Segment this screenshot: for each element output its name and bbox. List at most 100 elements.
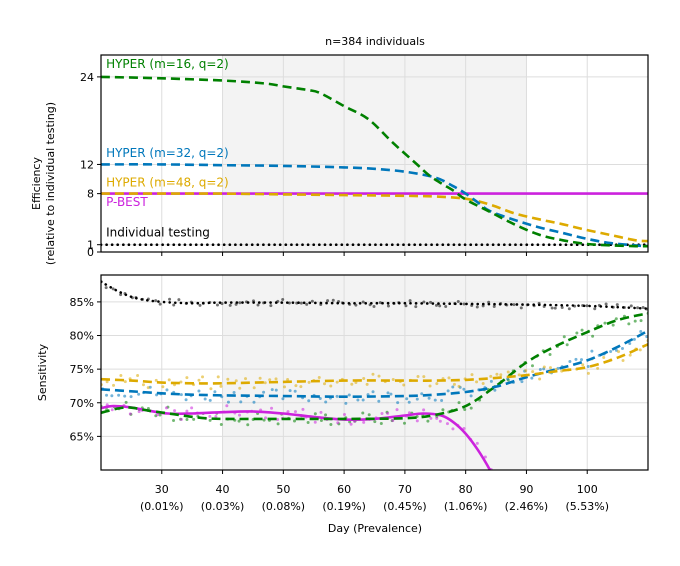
sensitivity-point-pbest <box>475 441 479 445</box>
sensitivity-point-hyper32 <box>407 400 411 404</box>
sensitivity-point-individual <box>553 306 557 310</box>
sensitivity-point-pbest <box>276 417 280 421</box>
shaded-region <box>222 275 527 470</box>
sensitivity-point-hyper32 <box>281 397 285 401</box>
y-tick-label: 0 <box>87 246 94 259</box>
sensitivity-point-hyper32 <box>117 393 121 397</box>
sensitivity-point-hyper32 <box>645 335 648 339</box>
y-tick-label: 24 <box>80 71 94 84</box>
sensitivity-point-individual <box>104 286 108 290</box>
sensitivity-point-pbest <box>155 413 159 417</box>
sensitivity-point-hyper48 <box>391 378 395 382</box>
sensitivity-point-hyper48 <box>216 375 220 379</box>
sensitivity-point-individual <box>408 299 412 303</box>
sensitivity-point-hyper48 <box>209 387 213 391</box>
sensitivity-point-hyper16 <box>548 353 552 357</box>
sensitivity-point-individual <box>154 299 158 303</box>
sensitivity-point-individual <box>560 306 564 310</box>
sensitivity-point-hyper16 <box>633 319 637 323</box>
sensitivity-point-pbest <box>286 410 290 414</box>
sensitivity-point-hyper16 <box>293 419 297 423</box>
sensitivity-point-hyper16 <box>469 406 473 410</box>
efficiency-panel: 01 8 12 24 Efficiency (relative to individual… <box>30 54 649 265</box>
sensitivity-point-hyper16 <box>639 319 643 323</box>
y-axis-sublabel: (relative to individual testing) <box>44 102 57 265</box>
x-tick-sublabel: (0.03%) <box>201 500 245 513</box>
sensitivity-point-hyper48 <box>596 366 600 370</box>
series-annotation-hyper32: HYPER (m=32, q=2) <box>106 146 229 160</box>
sensitivity-point-hyper48 <box>197 378 201 382</box>
sensitivity-point-hyper32 <box>609 350 613 354</box>
sensitivity-point-pbest <box>483 455 487 459</box>
sensitivity-point-hyper48 <box>252 386 256 390</box>
sensitivity-point-individual <box>111 287 115 291</box>
sensitivity-point-hyper48 <box>542 365 546 369</box>
sensitivity-point-hyper32 <box>427 396 431 400</box>
sensitivity-point-hyper48 <box>141 383 145 387</box>
sensitivity-point-pbest <box>391 418 395 422</box>
sensitivity-point-hyper16 <box>463 408 467 412</box>
sensitivity-panel: 65% 70% 75% 80% 85% 30 (0.01%) 40 (0.03%) 50 (0.08… <box>36 274 649 513</box>
sensitivity-point-hyper16 <box>441 408 445 412</box>
sensitivity-point-hyper48 <box>489 374 493 378</box>
shaded-region <box>222 55 527 252</box>
sensitivity-point-hyper16 <box>627 322 631 326</box>
sensitivity-point-hyper48 <box>274 377 278 381</box>
sensitivity-point-individual <box>299 301 303 305</box>
y-tick-label: 75% <box>70 363 94 376</box>
sensitivity-point-hyper16 <box>562 335 566 339</box>
plot-frame <box>100 54 649 253</box>
series-annotation-pbest: P-BEST <box>106 195 148 209</box>
sensitivity-point-hyper48 <box>105 380 109 384</box>
sensitivity-point-individual <box>585 304 589 308</box>
sensitivity-point-hyper16 <box>426 419 430 423</box>
sensitivity-point-individual <box>310 299 314 303</box>
y-tick-label: 8 <box>87 188 94 201</box>
sensitivity-point-individual <box>636 306 640 310</box>
sensitivity-point-pbest <box>225 404 229 408</box>
sensitivity-point-pbest <box>293 410 297 414</box>
sensitivity-point-hyper48 <box>219 384 223 388</box>
sensitivity-point-pbest <box>185 409 189 413</box>
sensitivity-point-hyper48 <box>201 375 205 379</box>
sensitivity-point-pbest <box>438 419 442 423</box>
sensitivity-point-hyper48 <box>161 385 165 389</box>
sensitivity-point-individual <box>372 305 376 309</box>
sensitivity-point-pbest <box>407 411 411 415</box>
sensitivity-point-hyper32 <box>226 400 230 404</box>
sensitivity-point-hyper48 <box>638 348 642 352</box>
sensitivity-point-individual <box>593 307 597 311</box>
sensitivity-point-pbest <box>270 406 274 410</box>
sensitivity-point-individual <box>269 304 273 308</box>
sensitivity-point-hyper16 <box>208 418 212 422</box>
sensitivity-point-hyper32 <box>123 394 127 398</box>
sensitivity-point-hyper16 <box>457 401 461 405</box>
sensitivity-point-hyper32 <box>639 330 643 334</box>
sensitivity-point-hyper48 <box>416 375 420 379</box>
sensitivity-point-hyper32 <box>307 399 311 403</box>
sensitivity-point-hyper32 <box>590 349 594 353</box>
sensitivity-point-hyper32 <box>620 346 624 350</box>
x-tick-sublabel: (2.46%) <box>505 500 549 513</box>
sensitivity-point-pbest <box>429 416 433 420</box>
sensitivity-point-hyper32 <box>371 390 375 394</box>
sensitivity-point-hyper48 <box>602 356 606 360</box>
sensitivity-point-hyper48 <box>244 377 248 381</box>
sensitivity-point-pbest <box>264 416 268 420</box>
sensitivity-point-pbest <box>451 427 455 431</box>
x-tick-sublabel: (0.45%) <box>383 500 427 513</box>
y-axis-label: Sensitivity <box>36 343 49 401</box>
sensitivity-point-individual <box>305 302 309 306</box>
sensitivity-point-individual <box>434 303 438 307</box>
sensitivity-point-hyper48 <box>586 371 590 375</box>
sensitivity-point-hyper48 <box>112 383 116 387</box>
figure-title: n=384 individuals <box>325 35 425 48</box>
sensitivity-point-hyper32 <box>440 398 444 402</box>
x-tick-sublabel: (0.19%) <box>322 500 366 513</box>
sensitivity-point-hyper32 <box>203 397 207 401</box>
sensitivity-point-pbest <box>380 412 384 416</box>
sensitivity-point-individual <box>326 299 330 303</box>
sensitivity-point-hyper16 <box>219 422 223 426</box>
sensitivity-point-pbest <box>190 406 194 410</box>
sensitivity-point-individual <box>361 300 365 304</box>
